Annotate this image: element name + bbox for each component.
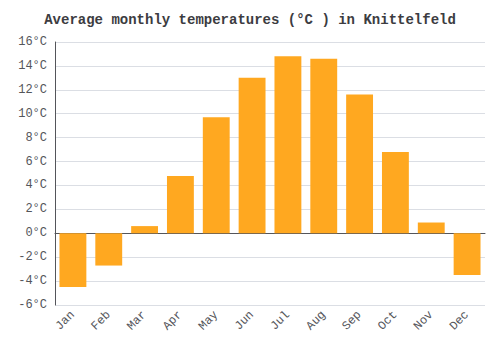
svg-text:0°C: 0°C — [25, 226, 47, 240]
svg-text:16°C: 16°C — [18, 35, 47, 49]
svg-text:14°C: 14°C — [18, 59, 47, 73]
svg-text:Dec: Dec — [447, 308, 472, 333]
svg-text:Apr: Apr — [160, 308, 185, 333]
svg-text:-2°C: -2°C — [18, 250, 47, 264]
svg-text:8°C: 8°C — [25, 131, 47, 145]
svg-text:May: May — [196, 308, 221, 333]
svg-text:Jun: Jun — [232, 308, 257, 333]
svg-text:Jan: Jan — [53, 308, 78, 333]
svg-text:Nov: Nov — [411, 308, 436, 333]
svg-text:-4°C: -4°C — [18, 274, 47, 288]
svg-text:4°C: 4°C — [25, 178, 47, 192]
svg-text:Feb: Feb — [89, 308, 114, 333]
svg-text:Sep: Sep — [339, 308, 364, 333]
svg-text:2°C: 2°C — [25, 202, 47, 216]
svg-text:Average monthly temperatures (: Average monthly temperatures (°C ) in Kn… — [44, 12, 456, 28]
svg-text:Aug: Aug — [304, 308, 329, 333]
svg-text:6°C: 6°C — [25, 155, 47, 169]
svg-text:Jul: Jul — [268, 308, 293, 333]
svg-text:Oct: Oct — [375, 308, 400, 333]
svg-text:10°C: 10°C — [18, 107, 47, 121]
svg-text:Mar: Mar — [124, 308, 149, 333]
svg-text:12°C: 12°C — [18, 83, 47, 97]
svg-text:-6°C: -6°C — [18, 298, 47, 312]
